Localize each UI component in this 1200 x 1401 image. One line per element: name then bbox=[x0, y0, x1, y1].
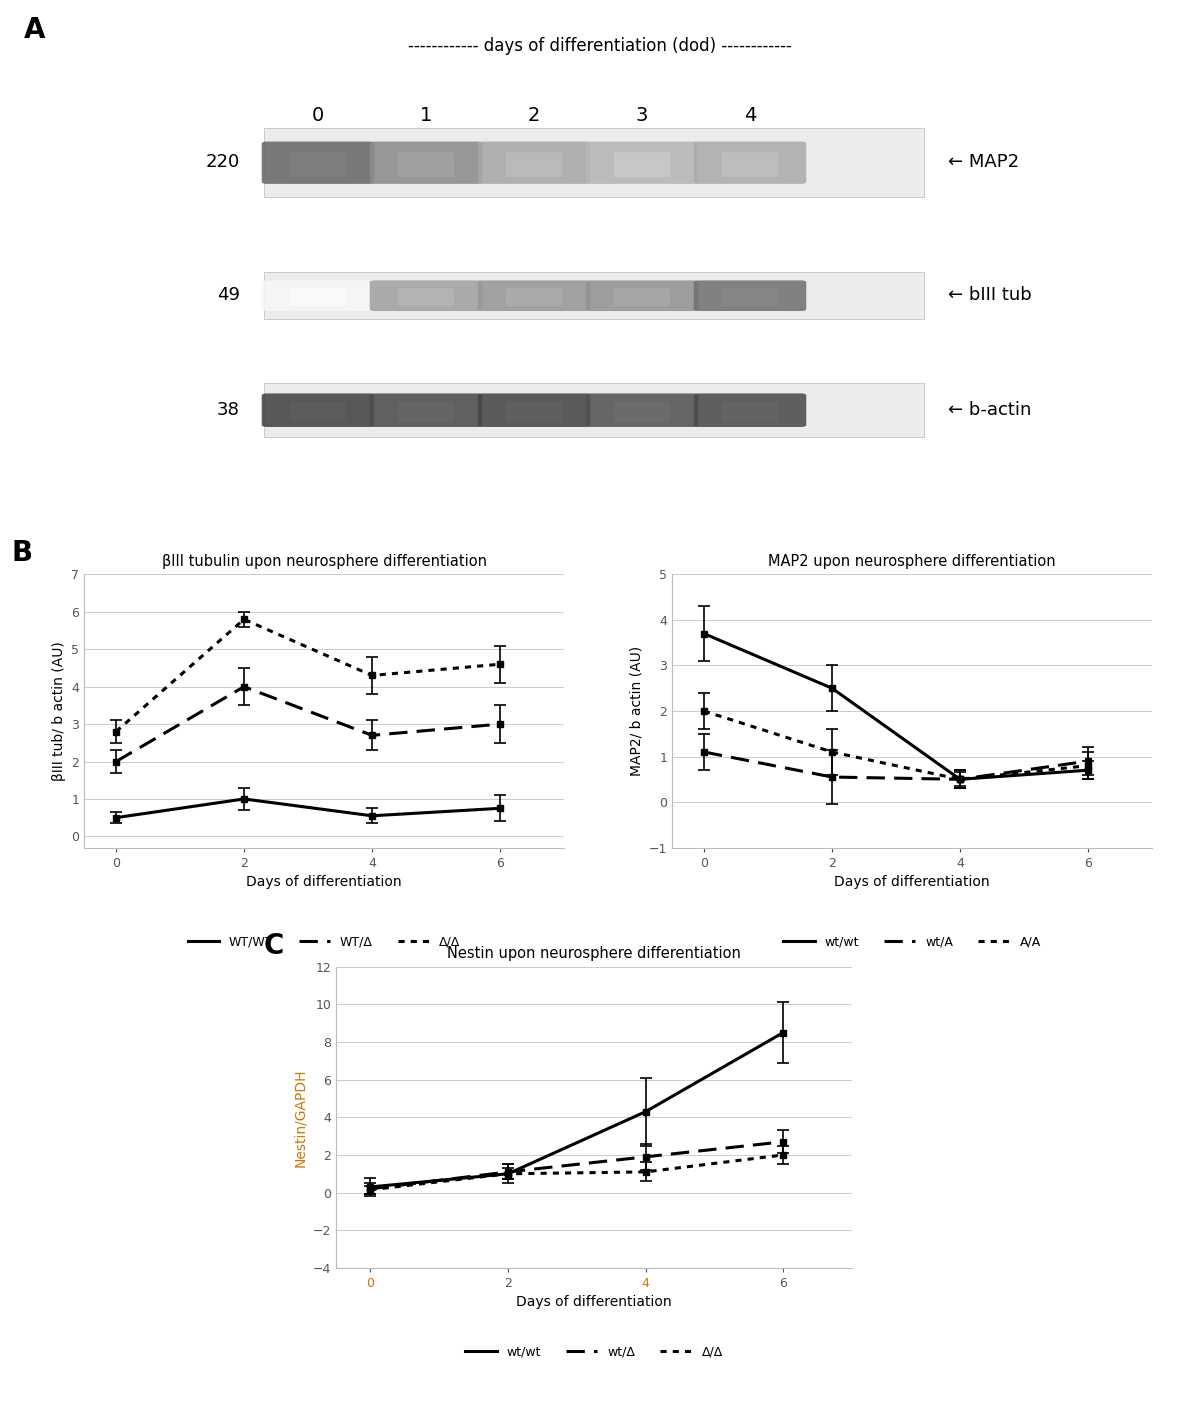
Text: 38: 38 bbox=[217, 401, 240, 419]
FancyBboxPatch shape bbox=[370, 394, 482, 427]
Text: ← b-actin: ← b-actin bbox=[948, 401, 1031, 419]
FancyBboxPatch shape bbox=[398, 289, 454, 305]
FancyBboxPatch shape bbox=[398, 402, 454, 422]
FancyBboxPatch shape bbox=[722, 289, 778, 305]
X-axis label: Days of differentiation: Days of differentiation bbox=[246, 876, 402, 890]
Text: 4: 4 bbox=[744, 106, 756, 126]
FancyBboxPatch shape bbox=[478, 280, 590, 311]
FancyBboxPatch shape bbox=[694, 142, 806, 184]
FancyBboxPatch shape bbox=[614, 153, 670, 177]
FancyBboxPatch shape bbox=[478, 394, 590, 427]
Text: ------------ days of differentiation (dod) ------------: ------------ days of differentiation (do… bbox=[408, 38, 792, 55]
Text: ← bIII tub: ← bIII tub bbox=[948, 286, 1032, 304]
Title: βIII tubulin upon neurosphere differentiation: βIII tubulin upon neurosphere differenti… bbox=[162, 553, 486, 569]
FancyBboxPatch shape bbox=[614, 402, 670, 422]
FancyBboxPatch shape bbox=[694, 280, 806, 311]
FancyBboxPatch shape bbox=[262, 394, 374, 427]
FancyBboxPatch shape bbox=[694, 394, 806, 427]
Y-axis label: MAP2/ b actin (AU): MAP2/ b actin (AU) bbox=[629, 646, 643, 776]
FancyBboxPatch shape bbox=[506, 402, 562, 422]
Y-axis label: Nestin/GAPDH: Nestin/GAPDH bbox=[293, 1068, 307, 1167]
X-axis label: Days of differentiation: Days of differentiation bbox=[516, 1296, 672, 1310]
FancyBboxPatch shape bbox=[264, 384, 924, 437]
Text: B: B bbox=[12, 539, 34, 567]
FancyBboxPatch shape bbox=[478, 142, 590, 184]
FancyBboxPatch shape bbox=[290, 402, 346, 422]
Title: Nestin upon neurosphere differentiation: Nestin upon neurosphere differentiation bbox=[448, 946, 740, 961]
Text: C: C bbox=[264, 932, 284, 960]
FancyBboxPatch shape bbox=[262, 142, 374, 184]
Legend: WT/WT, WT/Δ, Δ/Δ: WT/WT, WT/Δ, Δ/Δ bbox=[182, 930, 466, 953]
FancyBboxPatch shape bbox=[264, 272, 924, 319]
FancyBboxPatch shape bbox=[370, 280, 482, 311]
Text: ← MAP2: ← MAP2 bbox=[948, 153, 1019, 171]
Y-axis label: βIII tub/ b actin (AU): βIII tub/ b actin (AU) bbox=[52, 642, 66, 780]
X-axis label: Days of differentiation: Days of differentiation bbox=[834, 876, 990, 890]
Title: MAP2 upon neurosphere differentiation: MAP2 upon neurosphere differentiation bbox=[768, 553, 1056, 569]
Legend: wt/wt, wt/Δ, Δ/Δ: wt/wt, wt/Δ, Δ/Δ bbox=[461, 1341, 727, 1363]
Legend: wt/wt, wt/A, A/A: wt/wt, wt/A, A/A bbox=[779, 930, 1045, 953]
FancyBboxPatch shape bbox=[586, 142, 698, 184]
FancyBboxPatch shape bbox=[398, 153, 454, 177]
FancyBboxPatch shape bbox=[722, 402, 778, 422]
FancyBboxPatch shape bbox=[370, 142, 482, 184]
FancyBboxPatch shape bbox=[586, 394, 698, 427]
FancyBboxPatch shape bbox=[722, 153, 778, 177]
Text: 2: 2 bbox=[528, 106, 540, 126]
Text: A: A bbox=[24, 15, 46, 43]
FancyBboxPatch shape bbox=[262, 280, 374, 311]
FancyBboxPatch shape bbox=[264, 127, 924, 198]
Text: 49: 49 bbox=[217, 286, 240, 304]
FancyBboxPatch shape bbox=[506, 153, 562, 177]
FancyBboxPatch shape bbox=[586, 280, 698, 311]
Text: 3: 3 bbox=[636, 106, 648, 126]
FancyBboxPatch shape bbox=[614, 289, 670, 305]
FancyBboxPatch shape bbox=[506, 289, 562, 305]
Text: 220: 220 bbox=[205, 153, 240, 171]
FancyBboxPatch shape bbox=[290, 289, 346, 305]
Text: 0: 0 bbox=[312, 106, 324, 126]
Text: 1: 1 bbox=[420, 106, 432, 126]
FancyBboxPatch shape bbox=[290, 153, 346, 177]
